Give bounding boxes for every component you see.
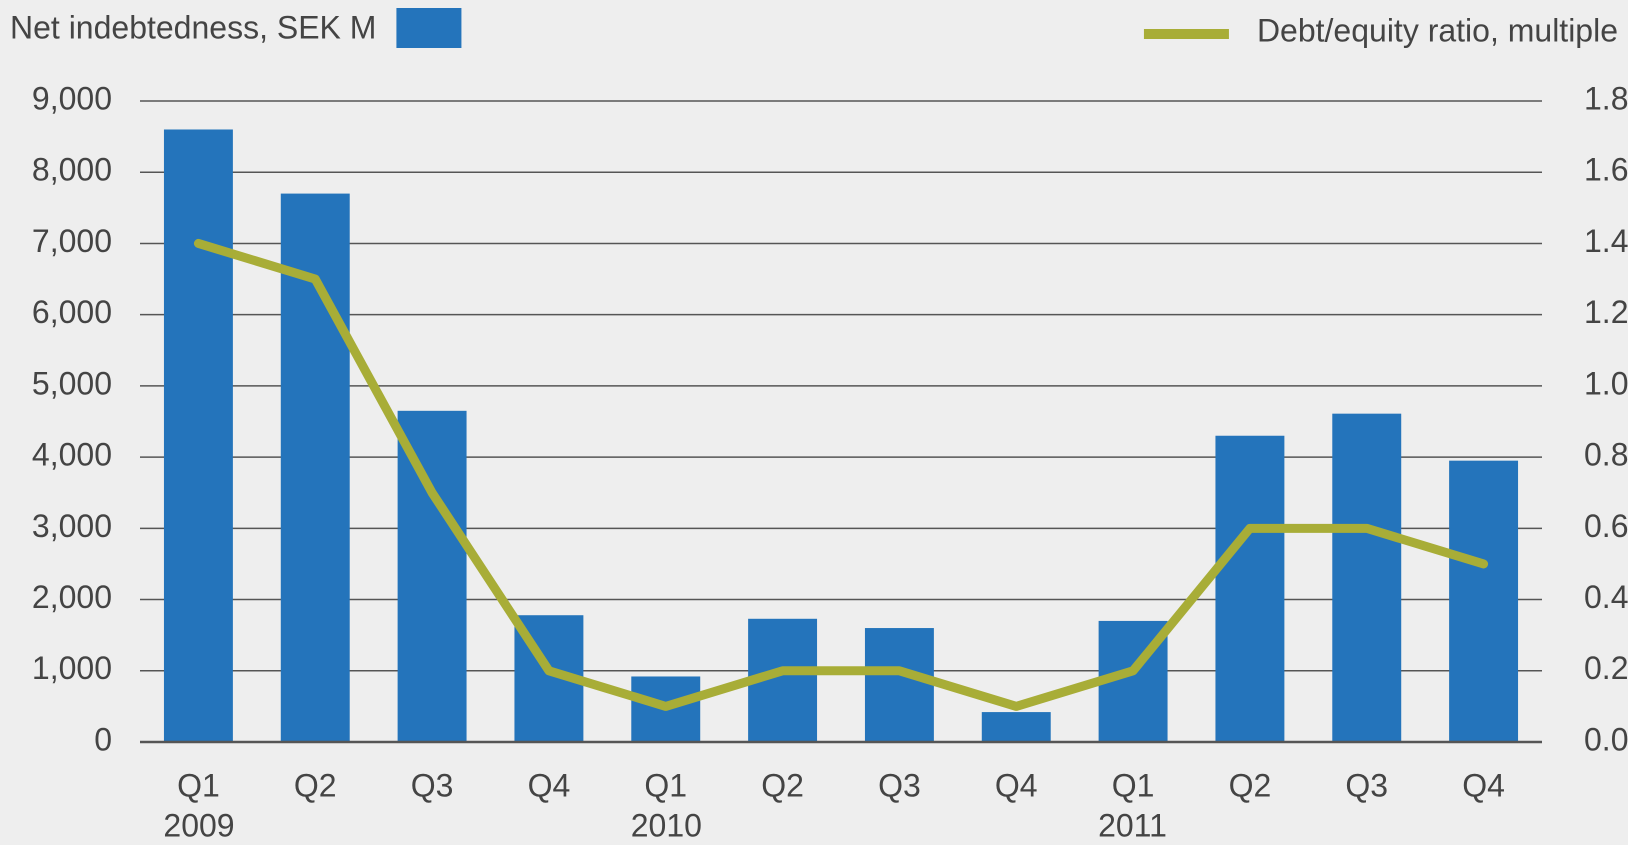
x-tick-label: Q2 [1229, 767, 1272, 803]
line [193, 238, 1489, 711]
x-tick-label: Q3 [411, 767, 454, 803]
y2-tick-label: 1.6 [1584, 152, 1628, 188]
x-tick-label: Q4 [1462, 767, 1505, 803]
y-tick-label: 0 [94, 721, 112, 757]
legend-swatch [396, 8, 462, 48]
y2-tick-label: 0.2 [1584, 650, 1628, 686]
x-group-label: 2011 [1098, 807, 1167, 843]
bar [1215, 435, 1285, 742]
y-tick-label: 8,000 [32, 152, 112, 188]
legend-label: Net indebtedness, SEK M [10, 9, 376, 45]
x-tick-label: Q3 [878, 767, 921, 803]
y-tick-label: 1,000 [32, 650, 112, 686]
x-tick-label: Q1 [177, 767, 220, 803]
y-tick-label: 2,000 [32, 579, 112, 615]
y2-tick-label: 0.6 [1584, 508, 1628, 544]
x-tick-label: Q4 [528, 767, 571, 803]
bar [397, 410, 467, 742]
y-tick-label: 5,000 [32, 365, 112, 401]
x-tick-label: Q4 [995, 767, 1038, 803]
y-tick-label: 9,000 [32, 80, 112, 116]
y2-tick-label: 1.2 [1584, 294, 1628, 330]
y-tick-label: 7,000 [32, 223, 112, 259]
y-tick-label: 3,000 [32, 508, 112, 544]
y2-tick-label: 0.0 [1584, 721, 1628, 757]
x-tick-label: Q2 [761, 767, 804, 803]
y2-tick-label: 0.8 [1584, 437, 1628, 473]
y2-tick-label: 1.4 [1584, 223, 1628, 259]
y2-tick-label: 1.0 [1584, 365, 1628, 401]
bar [1332, 413, 1402, 742]
bar [981, 712, 1051, 742]
y-tick-label: 4,000 [32, 437, 112, 473]
legend-label: Debt/equity ratio, multiple [1257, 12, 1618, 48]
y2-tick-label: 1.8 [1584, 80, 1628, 116]
bar [163, 129, 233, 742]
bar [864, 628, 934, 742]
x-tick-label: Q1 [644, 767, 687, 803]
y2-tick-label: 0.4 [1584, 579, 1628, 615]
x-tick-label: Q2 [294, 767, 337, 803]
x-tick-label: Q1 [1112, 767, 1155, 803]
x-tick-label: Q3 [1345, 767, 1388, 803]
x-group-label: 2009 [163, 807, 234, 843]
bar [1449, 460, 1519, 742]
x-group-label: 2010 [631, 807, 702, 843]
y-tick-label: 6,000 [32, 294, 112, 330]
